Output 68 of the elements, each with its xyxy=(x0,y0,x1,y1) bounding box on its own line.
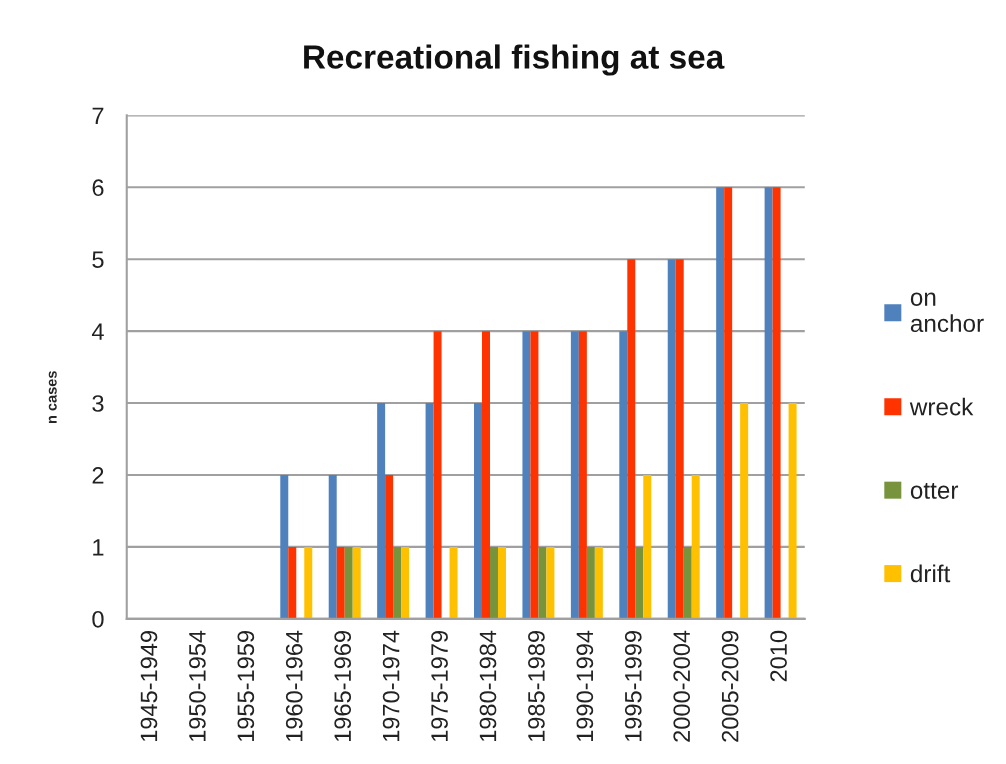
bar xyxy=(489,546,498,619)
bar xyxy=(788,403,797,619)
x-tick-label: 2005-2009 xyxy=(721,631,739,742)
legend-label: wreck xyxy=(909,397,974,416)
legend-label: drift xyxy=(910,564,951,583)
bar xyxy=(433,331,442,619)
x-tick-label: 1945-1949 xyxy=(140,631,158,742)
y-tick-label: 4 xyxy=(91,323,104,340)
bar xyxy=(522,331,531,619)
y-tick-label: 2 xyxy=(92,467,104,484)
x-tick-label: 2000-2004 xyxy=(673,630,691,742)
x-tick-label: 1975-1979 xyxy=(431,631,448,742)
x-tick-label: 1995-1999 xyxy=(624,631,642,742)
bar xyxy=(667,259,676,619)
bar xyxy=(482,331,490,619)
bar xyxy=(764,187,773,619)
y-tick-label: 5 xyxy=(92,251,104,268)
y-axis-title: n cases xyxy=(48,371,57,424)
x-tick-label: 1955-1959 xyxy=(237,631,255,742)
bar xyxy=(716,187,725,619)
bar xyxy=(377,403,386,619)
bar xyxy=(643,474,652,619)
y-tick-label: 1 xyxy=(93,539,104,556)
bar xyxy=(352,546,361,619)
bar xyxy=(586,546,595,619)
bar xyxy=(280,474,289,619)
x-tick-label: 1960-1964 xyxy=(285,630,303,742)
x-tick-label: 1950-1954 xyxy=(189,630,206,742)
x-tick-label: 1965-1969 xyxy=(334,631,352,742)
bar xyxy=(425,403,434,619)
x-tick-label: 1990-1994 xyxy=(576,630,594,742)
bar xyxy=(675,259,684,619)
x-tick-label: 1970-1974 xyxy=(382,630,400,742)
y-tick-label: 7 xyxy=(92,107,104,124)
bar xyxy=(546,546,555,619)
x-tick-label: 1985-1989 xyxy=(528,631,545,742)
bar xyxy=(635,546,644,619)
bar xyxy=(530,331,539,619)
bar xyxy=(570,331,579,619)
y-tick-label: 3 xyxy=(92,395,104,412)
bar xyxy=(288,546,297,619)
bar xyxy=(691,474,700,619)
bar xyxy=(449,546,458,619)
bar xyxy=(538,546,547,619)
y-tick-label: 0 xyxy=(92,610,104,628)
bar xyxy=(336,546,345,619)
bar xyxy=(304,546,313,619)
bar xyxy=(328,474,337,619)
y-tick-label: 6 xyxy=(92,179,104,197)
chart-title: Recreational fishing at sea xyxy=(304,44,725,76)
bar xyxy=(385,474,394,619)
bar xyxy=(401,546,410,619)
bar xyxy=(740,403,749,619)
bar xyxy=(724,187,733,619)
bar xyxy=(497,546,506,619)
x-tick-label: 2010 xyxy=(770,630,787,682)
bar xyxy=(627,259,636,619)
bar xyxy=(594,546,603,619)
bar xyxy=(683,546,692,619)
bar xyxy=(393,546,402,619)
legend-label: otter xyxy=(910,482,959,499)
bar xyxy=(772,187,781,619)
bar xyxy=(474,403,482,619)
x-tick-label: 1980-1984 xyxy=(479,630,497,742)
bar xyxy=(619,331,628,619)
bar xyxy=(578,331,587,619)
bar xyxy=(344,546,353,619)
legend-label: on anchor xyxy=(910,292,984,333)
